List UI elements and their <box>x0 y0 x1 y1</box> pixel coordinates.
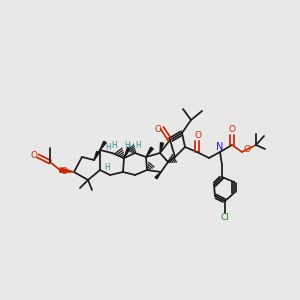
Text: Cl: Cl <box>220 212 230 221</box>
Text: H: H <box>135 140 141 149</box>
Text: O: O <box>154 124 161 134</box>
Polygon shape <box>160 143 164 153</box>
Text: H: H <box>105 142 111 152</box>
Text: O: O <box>61 167 68 176</box>
Polygon shape <box>146 147 153 157</box>
Text: O: O <box>229 125 236 134</box>
Polygon shape <box>124 147 130 158</box>
Polygon shape <box>94 152 99 160</box>
Polygon shape <box>100 141 106 150</box>
Polygon shape <box>155 172 161 179</box>
Text: H: H <box>104 163 110 172</box>
Text: O: O <box>31 151 38 160</box>
Text: N: N <box>216 142 224 152</box>
Text: O: O <box>194 131 202 140</box>
Text: O: O <box>244 146 250 154</box>
Text: H: H <box>124 140 130 149</box>
Text: H: H <box>128 143 134 152</box>
Text: H: H <box>111 142 117 151</box>
Polygon shape <box>60 168 74 172</box>
